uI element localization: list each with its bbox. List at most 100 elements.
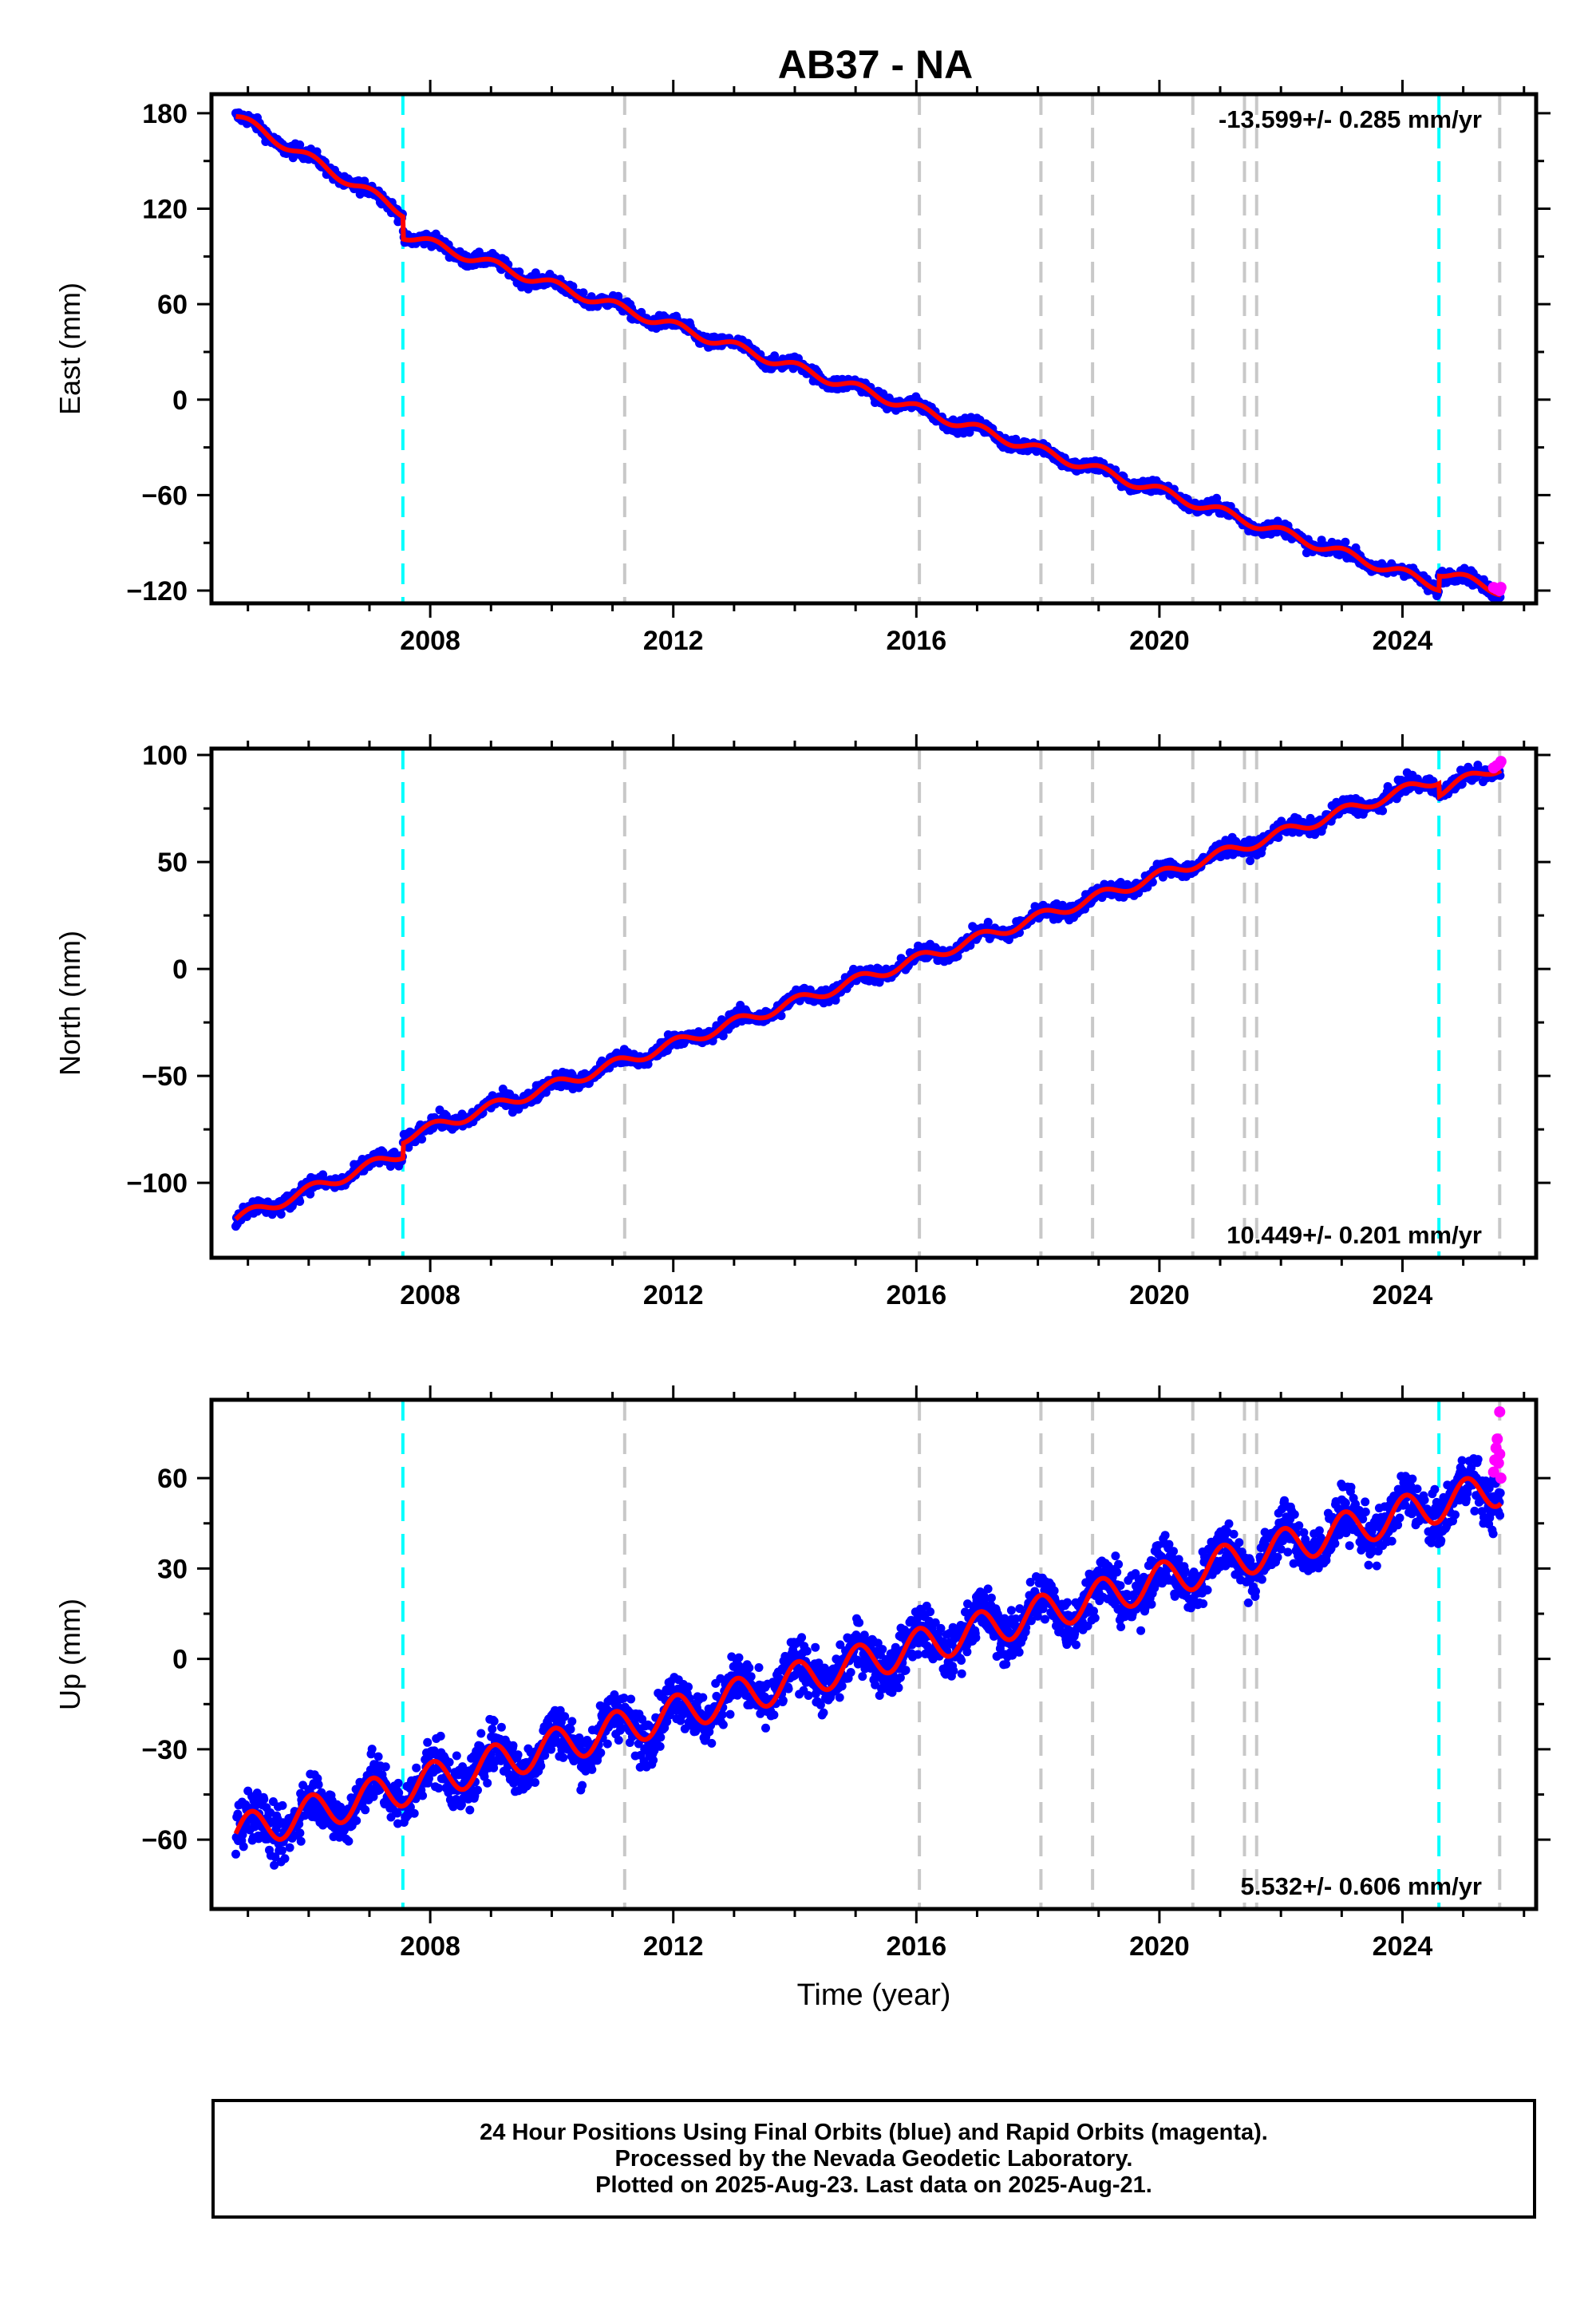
data-point: [579, 288, 588, 298]
x-tick-label: 2016: [886, 626, 946, 656]
plot-area: [231, 1400, 1507, 1909]
x-tick-label: 2024: [1373, 1280, 1433, 1310]
data-point: [489, 1717, 499, 1726]
x-tick-label: 2012: [643, 626, 704, 656]
data-point: [296, 1836, 306, 1846]
data-point: [858, 1672, 867, 1682]
data-point: [423, 1737, 433, 1747]
data-point: [367, 1745, 377, 1754]
data-point: [418, 1791, 428, 1800]
data-point: [718, 1720, 728, 1729]
data-point: [476, 1729, 486, 1738]
data-point: [655, 1741, 665, 1751]
data-point: [837, 1682, 847, 1691]
x-tick-label: 2012: [643, 1280, 704, 1310]
x-tick-label: 2024: [1373, 626, 1433, 656]
data-point: [393, 1778, 403, 1788]
data-point: [259, 1795, 269, 1804]
data-point: [473, 1785, 482, 1795]
data-point: [614, 1736, 623, 1745]
rate-label: -13.599+/- 0.285 mm/yr: [1219, 105, 1482, 133]
data-point: [784, 1684, 793, 1694]
data-point: [306, 1189, 315, 1199]
data-point: [746, 1672, 756, 1682]
data-point: [878, 1645, 887, 1654]
data-point: [811, 1642, 820, 1652]
y-tick-label: −100: [126, 1168, 188, 1199]
data-point: [698, 1693, 708, 1702]
data-point: [643, 1060, 653, 1069]
data-point: [381, 1762, 390, 1772]
y-tick-label: −60: [141, 480, 188, 511]
plot-area: [231, 749, 1507, 1258]
data-point: [802, 1646, 812, 1656]
y-tick-label: 0: [172, 385, 188, 416]
plot-area: [231, 94, 1507, 603]
data-point: [734, 1653, 744, 1662]
data-point: [409, 1808, 419, 1818]
final-orbits-points: [231, 761, 1505, 1231]
x-tick-label: 2020: [1129, 626, 1190, 656]
data-point: [295, 1828, 305, 1838]
data-point: [754, 1663, 764, 1672]
data-point: [649, 1756, 658, 1765]
data-point: [513, 1750, 523, 1760]
data-point: [373, 1752, 383, 1761]
data-point: [901, 1666, 911, 1675]
y-tick-label: 50: [157, 848, 188, 878]
data-point: [819, 1708, 828, 1717]
data-point: [776, 1011, 786, 1021]
data-point: [684, 1682, 693, 1692]
data-point: [531, 1778, 539, 1787]
data-point: [846, 1668, 855, 1677]
y-tick-label: 100: [142, 741, 188, 771]
y-tick-label: −120: [126, 576, 188, 607]
data-point: [536, 1761, 546, 1771]
data-point: [412, 1763, 421, 1773]
y-tick-label: 180: [142, 99, 188, 129]
data-point: [797, 1633, 807, 1642]
data-point: [602, 1739, 612, 1749]
data-point: [725, 1709, 735, 1719]
data-point: [344, 1836, 354, 1846]
x-tick-label: 2008: [400, 1280, 460, 1310]
data-point: [567, 1717, 577, 1726]
data-point: [488, 1725, 497, 1733]
data-point: [231, 1849, 240, 1859]
data-point: [452, 1751, 461, 1761]
y-axis-label: North (mm): [53, 931, 86, 1076]
data-point: [1341, 537, 1350, 547]
data-point: [949, 415, 958, 425]
data-point: [778, 1696, 788, 1705]
chart-title: AB37 - NA: [778, 42, 973, 87]
x-tick-label: 2008: [400, 626, 460, 656]
data-point: [276, 1210, 286, 1219]
data-point: [436, 1731, 445, 1741]
y-tick-label: 60: [157, 290, 188, 320]
y-tick-label: −50: [141, 1061, 188, 1092]
data-point: [541, 1088, 551, 1097]
data-point: [239, 1842, 248, 1852]
data-point: [417, 1134, 427, 1144]
x-tick-label: 2020: [1129, 1280, 1190, 1310]
data-point: [566, 1725, 575, 1734]
data-point: [285, 1843, 294, 1852]
data-point: [314, 1780, 323, 1789]
y-tick-label: 0: [172, 954, 188, 985]
data-point: [559, 1753, 568, 1762]
data-point: [1246, 856, 1255, 866]
data-point: [352, 1816, 361, 1825]
data-point: [855, 1618, 864, 1627]
rapid-orbit-point: [1495, 582, 1507, 594]
rate-label: 10.449+/- 0.201 mm/yr: [1227, 1221, 1482, 1249]
data-point: [626, 1694, 636, 1704]
data-point: [483, 1778, 492, 1788]
model-curve: [235, 113, 1502, 598]
east-panel: 2008 2012 2016 2020 2024−120−60060120180East…: [53, 80, 1551, 656]
data-point: [596, 1748, 606, 1757]
data-point: [496, 1722, 506, 1732]
data-point: [656, 1733, 666, 1742]
